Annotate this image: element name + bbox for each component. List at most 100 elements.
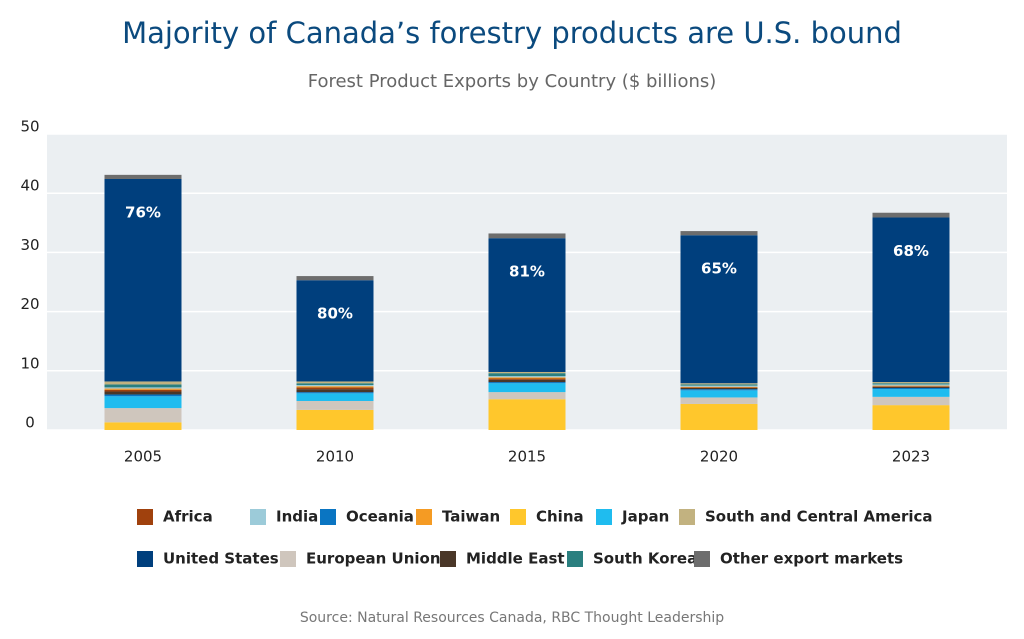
bar-segment <box>104 391 182 395</box>
legend-swatch <box>567 551 583 567</box>
bar-segment <box>680 390 758 398</box>
x-tick-label: 2015 <box>508 448 546 466</box>
bar-segment <box>296 389 374 393</box>
bar-segment <box>488 233 566 239</box>
legend-label: Middle East <box>466 550 565 568</box>
bar-segment <box>680 384 758 386</box>
bar-segment <box>680 387 758 388</box>
bar-segment <box>680 383 758 385</box>
y-tick-label: 50 <box>20 118 39 136</box>
bar-segment <box>488 382 566 384</box>
bar-segment <box>680 235 758 384</box>
bar-segment <box>296 386 374 388</box>
bar-segment <box>296 409 374 430</box>
x-tick-label: 2005 <box>124 448 162 466</box>
bar-segment <box>488 399 566 430</box>
legend-swatch <box>280 551 296 567</box>
legend-swatch <box>320 509 336 525</box>
bar-segment <box>680 387 758 390</box>
bar-segment <box>680 389 758 391</box>
bar-annotation: 68% <box>893 242 929 260</box>
bar-segment <box>872 384 950 386</box>
bar-annotation: 80% <box>317 305 353 323</box>
bar-segment <box>872 387 950 390</box>
x-tick-label: 2010 <box>316 448 354 466</box>
legend-label: Japan <box>621 508 669 526</box>
y-tick-label: 30 <box>20 236 39 254</box>
bar-segment <box>872 212 950 218</box>
bar-segment <box>680 397 758 404</box>
bar-annotation: 81% <box>509 263 545 281</box>
bar-segment <box>488 238 566 372</box>
bar-segment <box>296 383 374 386</box>
chart-subtitle: Forest Product Exports by Country ($ bil… <box>308 71 717 92</box>
bar-segment <box>680 231 758 236</box>
legend-label: China <box>536 508 584 526</box>
bar-segment <box>104 384 182 388</box>
bar-segment <box>680 385 758 387</box>
chart-title: Majority of Canada’s forestry products a… <box>122 16 902 50</box>
bar-segment <box>872 396 950 406</box>
bar-segment <box>872 386 950 387</box>
legend-label: United States <box>163 550 279 568</box>
legend-swatch <box>694 551 710 567</box>
bar-annotation: 76% <box>125 203 161 221</box>
legend-label: Oceania <box>346 508 414 526</box>
legend-swatch <box>679 509 695 525</box>
legend-label: South and Central America <box>705 508 933 526</box>
x-tick-label: 2023 <box>892 448 930 466</box>
legend-label: India <box>276 508 318 526</box>
legend-label: Africa <box>163 508 213 526</box>
legend-label: Other export markets <box>720 550 903 568</box>
bar-segment <box>680 386 758 388</box>
bar-segment <box>872 405 950 430</box>
legend-swatch <box>440 551 456 567</box>
y-tick-label: 20 <box>20 295 39 313</box>
bar-segment <box>872 383 950 385</box>
legend-swatch <box>510 509 526 525</box>
bar-segment <box>296 387 374 390</box>
bar-segment <box>104 381 182 385</box>
source: Source: Natural Resources Canada, RBC Th… <box>300 610 724 626</box>
bar-segment <box>296 276 374 281</box>
bar-segment <box>488 371 566 374</box>
bar-segment <box>488 383 566 393</box>
legend-swatch <box>416 509 432 525</box>
bar-segment <box>104 388 182 390</box>
bar-segment <box>104 174 182 179</box>
x-tick-label: 2020 <box>700 448 738 466</box>
bar-segment <box>488 376 566 378</box>
bar-segment <box>488 392 566 400</box>
bar-segment <box>296 400 374 410</box>
legend-label: South Korea <box>593 550 697 568</box>
bar-segment <box>872 217 950 383</box>
legend-swatch <box>250 509 266 525</box>
bar-segment <box>296 385 374 387</box>
bar-segment <box>296 280 374 382</box>
y-tick-label: 0 <box>25 414 35 432</box>
bar-segment <box>488 378 566 380</box>
bar-segment <box>104 178 182 382</box>
bar-segment <box>872 382 950 384</box>
legend-label: Taiwan <box>442 508 500 526</box>
legend-swatch <box>596 509 612 525</box>
bar-segment <box>680 403 758 430</box>
y-tick-label: 40 <box>20 177 39 195</box>
bar-segment <box>872 385 950 387</box>
bar-segment <box>296 392 374 394</box>
bar-segment <box>104 396 182 409</box>
bar-segment <box>104 408 182 423</box>
bar-annotation: 65% <box>701 260 737 278</box>
legend-swatch <box>137 551 153 567</box>
bar-segment <box>296 393 374 401</box>
bar-segment <box>872 389 950 397</box>
bar-segment <box>488 373 566 377</box>
bar-segment <box>488 379 566 383</box>
bar-segment <box>104 387 182 389</box>
legend-label: European Union <box>306 550 441 568</box>
bar-segment <box>104 389 182 392</box>
y-tick-label: 10 <box>20 354 39 372</box>
bar-segment <box>296 381 374 384</box>
bar-segment <box>872 386 950 388</box>
